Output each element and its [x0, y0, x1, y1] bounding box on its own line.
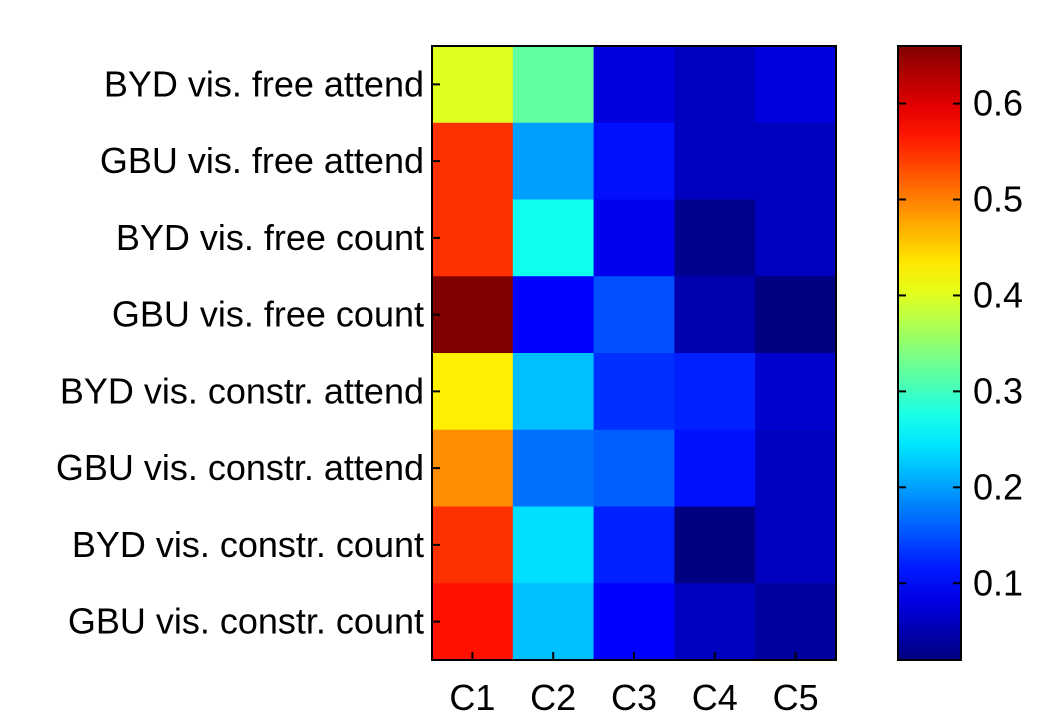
- y-tick-label: GBU vis. constr. count: [68, 601, 424, 642]
- heatmap-cell-r4-c1: [432, 276, 514, 354]
- heatmap-cell-r1-c2: [512, 46, 595, 124]
- x-tick-label: C4: [692, 677, 738, 718]
- heatmap-cell-r2-c5: [755, 122, 837, 200]
- y-tick-label: BYD vis. free attend: [104, 63, 424, 104]
- heatmap-cell-r4-c5: [755, 276, 837, 354]
- y-tick-label: BYD vis. constr. attend: [60, 370, 424, 411]
- colorbar: [897, 45, 962, 661]
- y-tick-label: GBU vis. constr. attend: [56, 447, 424, 488]
- colorbar-tick-label: 0.4: [973, 274, 1023, 315]
- heatmap-cell-r8-c2: [512, 583, 595, 661]
- heatmap-cell-r6-c2: [512, 429, 595, 507]
- heatmap-cell-r6-c1: [432, 429, 514, 507]
- heatmap-cell-r8-c5: [755, 583, 837, 661]
- y-tick-label: BYD vis. free count: [116, 217, 424, 258]
- colorbar-tick-label: 0.5: [973, 179, 1023, 220]
- heatmap-cell-r7-c5: [755, 506, 837, 584]
- colorbar-tick-label: 0.2: [973, 466, 1023, 507]
- heatmap-cell-r4-c3: [593, 276, 675, 354]
- heatmap-cell-r3-c4: [674, 199, 756, 277]
- heatmap-cells: [432, 46, 837, 661]
- x-tick-label: C2: [530, 677, 576, 718]
- heatmap-cell-r8-c3: [593, 583, 675, 661]
- heatmap-cell-r6-c5: [755, 429, 837, 507]
- x-tick-label: C5: [773, 677, 819, 718]
- heatmap-cell-r6-c4: [674, 429, 756, 507]
- colorbar-tick-label: 0.6: [973, 83, 1023, 124]
- y-tick-label: GBU vis. free count: [112, 294, 424, 335]
- heatmap-cell-r8-c1: [432, 583, 514, 661]
- heatmap-cell-r2-c4: [674, 122, 756, 200]
- heatmap-cell-r7-c3: [593, 506, 675, 584]
- heatmap-cell-r2-c2: [512, 122, 595, 200]
- x-axis-ticks: C1 C2 C3 C4 C5: [449, 652, 819, 718]
- heatmap-cell-r3-c2: [512, 199, 595, 277]
- heatmap-cell-r5-c5: [755, 353, 837, 431]
- x-tick-label: C1: [449, 677, 495, 718]
- heatmap-cell-r2-c1: [432, 122, 514, 200]
- heatmap-cell-r5-c1: [432, 353, 514, 431]
- heatmap-cell-r7-c4: [674, 506, 756, 584]
- heatmap-cell-r4-c4: [674, 276, 756, 354]
- heatmap-cell-r5-c4: [674, 353, 756, 431]
- y-axis-ticks: BYD vis. free attend GBU vis. free attend…: [56, 63, 440, 642]
- heatmap-cell-r5-c3: [593, 353, 675, 431]
- heatmap-cell-r1-c3: [593, 46, 675, 124]
- heatmap-cell-r1-c5: [755, 46, 837, 124]
- heatmap-cell-r7-c2: [512, 506, 595, 584]
- heatmap-cell-r3-c3: [593, 199, 675, 277]
- heatmap-cell-r3-c1: [432, 199, 514, 277]
- y-tick-label: BYD vis. constr. count: [72, 524, 424, 565]
- heatmap-cell-r3-c5: [755, 199, 837, 277]
- colorbar-tick-label: 0.3: [973, 370, 1023, 411]
- y-tick-label: GBU vis. free attend: [100, 140, 424, 181]
- heatmap-cell-r6-c3: [593, 429, 675, 507]
- heatmap-cell-r8-c4: [674, 583, 756, 661]
- heatmap-cell-r5-c2: [512, 353, 595, 431]
- colorbar-ticks: 0.1 0.2 0.3 0.4 0.5 0.6: [898, 83, 1023, 603]
- heatmap-cell-r7-c1: [432, 506, 514, 584]
- x-tick-label: C3: [611, 677, 657, 718]
- heatmap-cell-r2-c3: [593, 122, 675, 200]
- heatmap-cell-r1-c4: [674, 46, 756, 124]
- colorbar-tick-label: 0.1: [973, 562, 1023, 603]
- heatmap-cell-r4-c2: [512, 276, 595, 354]
- heatmap-cell-r1-c1: [432, 46, 514, 124]
